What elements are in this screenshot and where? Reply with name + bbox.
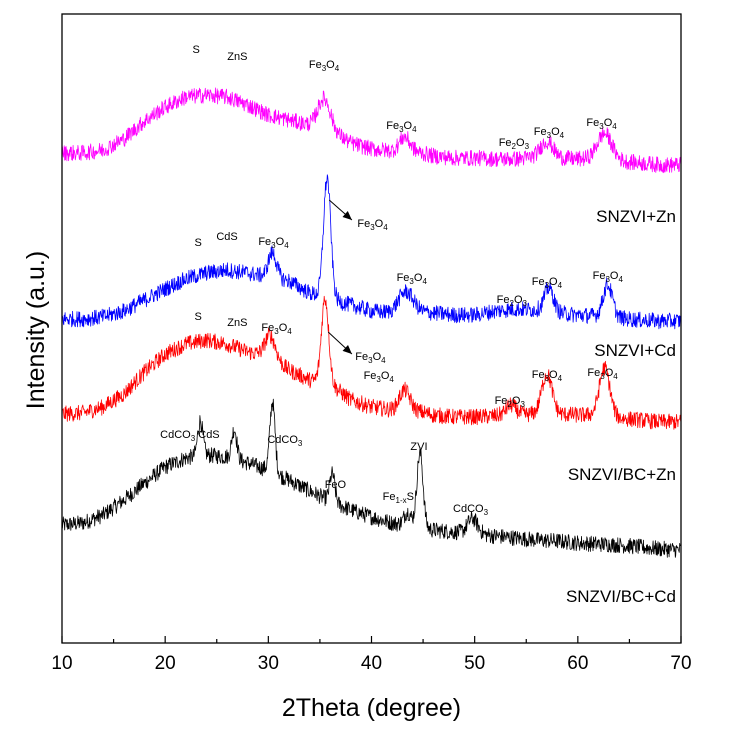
x-tick-label: 40 [361,653,382,674]
x-axis-title: 2Theta (degree) [282,694,461,722]
peak-annotation: Fe2O3 [497,294,528,308]
x-tick-label: 20 [155,653,176,674]
peak-annotation: S [192,44,199,56]
series-label: SNZVI+Zn [596,207,676,226]
x-tick-label: 50 [464,653,485,674]
peak-annotation: Fe3O4 [532,369,563,383]
peak-annotation: Fe3O4 [587,367,618,381]
peak-annotation: ZnS [227,317,247,329]
xrd-curves [61,87,682,558]
arrow-head [342,344,352,354]
peak-annotation: Fe2O3 [495,395,526,409]
peak-annotation: CdCO3 [453,503,489,517]
series-label: SNZVI/BC+Zn [568,465,676,484]
peak-annotation: S [195,311,202,323]
peak-annotations: CdCO3 CdS CdCO3 FeO ZVI Fe1-xS CdCO3 S ZnS Fe3O4… [160,44,623,517]
series-line [61,87,682,174]
peak-annotation: Fe2O3 [499,137,530,151]
peak-annotation: Fe3O4 [364,370,395,384]
series-line [61,295,682,430]
peak-annotation: Fe3O4 [386,120,417,134]
arrow-head [342,211,352,220]
peak-annotation: Fe3O4 [586,117,617,131]
peak-annotation: Fe3O4 [593,270,624,284]
series-line [61,398,682,558]
peak-annotation: Fe1-xS [383,491,414,505]
series-line [61,174,682,330]
peak-annotation: Fe3O4 [258,236,289,250]
series-label: SNZVI/BC+Cd [566,587,676,606]
y-axis-title: Intensity (a.u.) [22,251,50,409]
peak-annotation: Fe3O4 [532,276,563,290]
series-labels: SNZVI/BC+Cd SNZVI/BC+Zn SNZVI+Cd SNZVI+Zn [566,207,676,606]
peak-annotation: ZnS [227,51,247,63]
x-tick-label: 70 [670,653,691,674]
peak-annotation: S [195,237,202,249]
peak-annotation: Fe3O4 [397,272,428,286]
peak-annotation: Fe3O4 [309,59,340,73]
x-tick-label: 10 [51,653,72,674]
peak-annotation: ZVI [410,441,427,453]
x-tick-label: 60 [567,653,588,674]
peak-annotation: CdS [216,231,237,243]
x-tick-label: 30 [258,653,279,674]
peak-annotation: Fe3O4 [534,126,565,140]
series-label: SNZVI+Cd [594,341,676,360]
peak-annotation: CdCO3 [267,434,303,448]
peak-annotation: Fe3O4 [261,322,292,336]
peak-annotation: CdCO3 CdS [160,429,219,443]
x-axis-ticks: 10 20 30 40 50 60 70 [51,636,692,674]
peak-annotation: Fe3O4 [357,218,388,232]
peak-annotation: Fe3O4 [355,351,386,365]
peak-annotation: FeO [325,479,347,491]
